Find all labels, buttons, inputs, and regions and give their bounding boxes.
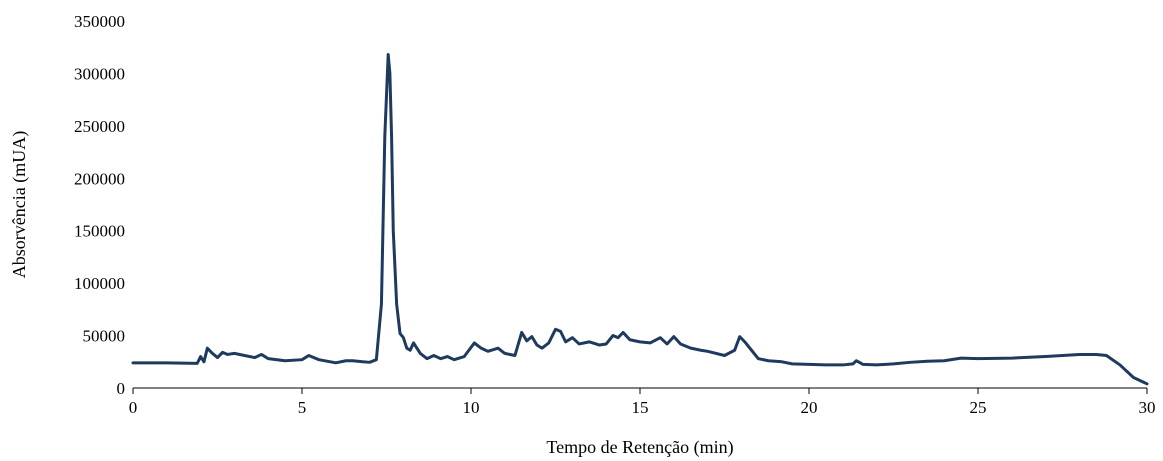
y-tick-label: 0 <box>117 379 126 398</box>
x-tick-label: 10 <box>463 398 480 417</box>
x-axis-ticks: 0 5 10 15 20 25 30 <box>129 388 1156 417</box>
x-tick-label: 0 <box>129 398 138 417</box>
y-axis-ticks: 0 50000 100000 150000 200000 250000 300000 3500… <box>74 12 125 398</box>
y-tick-label: 50000 <box>83 327 126 346</box>
y-tick-label: 350000 <box>74 12 125 31</box>
x-axis-title: Tempo de Retenção (min) <box>546 437 733 458</box>
y-tick-label: 150000 <box>74 222 125 241</box>
y-tick-label: 200000 <box>74 169 125 188</box>
x-tick-label: 5 <box>298 398 307 417</box>
y-tick-label: 300000 <box>74 64 125 83</box>
y-axis-title: Absorvência (mUA) <box>9 131 30 278</box>
x-tick-label: 20 <box>801 398 818 417</box>
x-tick-label: 30 <box>1139 398 1156 417</box>
x-tick-label: 15 <box>632 398 649 417</box>
y-tick-label: 100000 <box>74 274 125 293</box>
absorbance-series-line <box>131 53 1149 386</box>
x-tick-label: 25 <box>970 398 987 417</box>
y-tick-label: 250000 <box>74 117 125 136</box>
